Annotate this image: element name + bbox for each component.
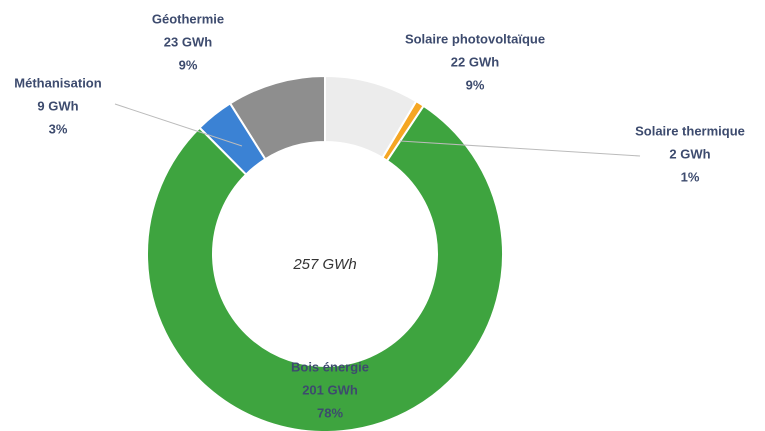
donut-segment xyxy=(324,74,418,160)
percent-label: 3% xyxy=(49,121,68,136)
value-label: 23 GWh xyxy=(164,34,212,49)
percent-label: 9% xyxy=(179,57,198,72)
segment-label: Solaire photovoltaïque xyxy=(405,31,545,46)
segment-label: Solaire thermique xyxy=(635,123,745,138)
value-label: 22 GWh xyxy=(451,54,499,69)
percent-label: 1% xyxy=(681,169,700,184)
value-label: 201 GWh xyxy=(302,382,358,397)
percent-label: 78% xyxy=(317,405,343,420)
donut-segment xyxy=(198,102,267,176)
center-label: 257 GWh xyxy=(292,256,356,273)
donut-segment xyxy=(146,104,504,431)
leader-line xyxy=(399,140,641,157)
value-label: 2 GWh xyxy=(669,146,710,161)
segment-label: Méthanisation xyxy=(14,75,101,90)
segment-label: Bois énergie xyxy=(291,359,369,374)
segment-label: Géothermie xyxy=(152,11,224,26)
value-label: 9 GWh xyxy=(37,98,78,113)
percent-label: 9% xyxy=(466,77,485,92)
leader-line xyxy=(114,103,243,147)
